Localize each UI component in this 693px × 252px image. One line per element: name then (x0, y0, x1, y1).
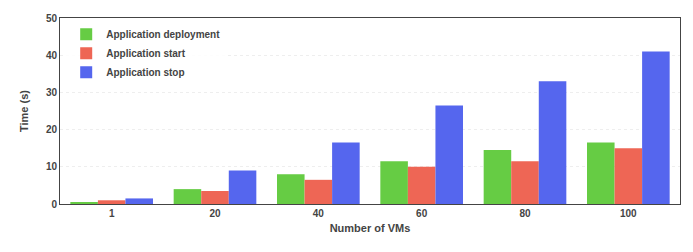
svg-text:60: 60 (416, 208, 428, 219)
svg-text:20: 20 (209, 208, 221, 219)
svg-text:1: 1 (109, 208, 115, 219)
svg-text:10: 10 (46, 161, 58, 172)
svg-text:Time (s): Time (s) (18, 90, 30, 132)
svg-text:20: 20 (46, 124, 58, 135)
svg-text:Application start: Application start (106, 48, 186, 59)
svg-text:Application stop: Application stop (106, 67, 184, 78)
svg-text:0: 0 (51, 199, 57, 210)
svg-text:80: 80 (519, 208, 531, 219)
svg-text:30: 30 (46, 87, 58, 98)
svg-text:50: 50 (46, 13, 58, 24)
svg-text:100: 100 (620, 208, 637, 219)
svg-text:40: 40 (313, 208, 325, 219)
svg-text:Number of VMs: Number of VMs (330, 222, 411, 234)
svg-text:Application deployment: Application deployment (106, 29, 220, 40)
svg-text:40: 40 (46, 50, 58, 61)
